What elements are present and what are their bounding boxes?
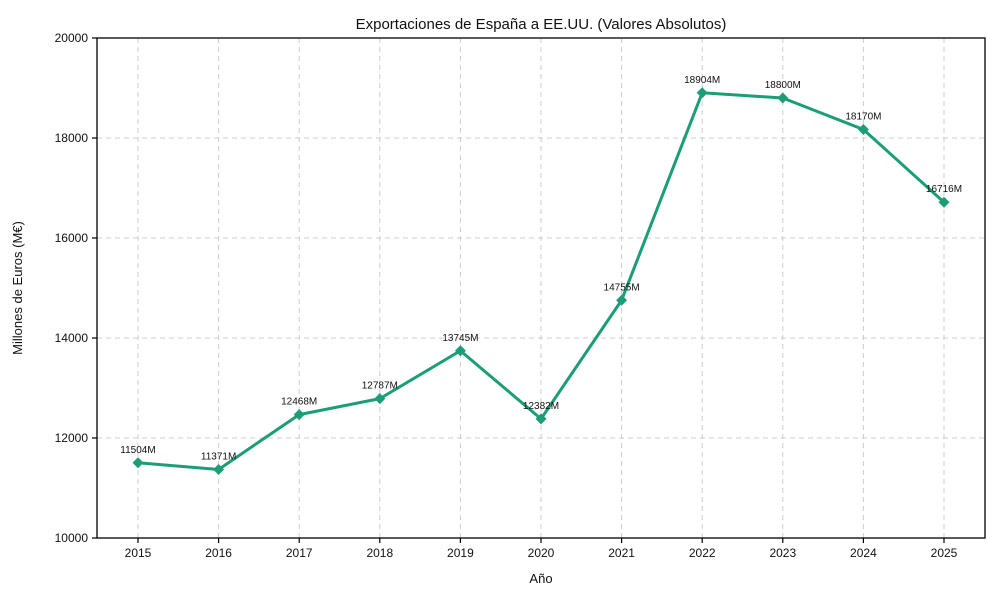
data-point-marker [857, 124, 869, 135]
data-point-marker [616, 294, 628, 306]
x-tick-label: 2023 [769, 546, 796, 560]
y-tick-label: 16000 [55, 231, 89, 245]
data-point-label: 14755M [604, 282, 640, 293]
data-point-label: 12382M [523, 401, 559, 412]
x-tick-label: 2017 [286, 546, 313, 560]
x-axis-label: Año [529, 571, 552, 586]
series-layer [132, 87, 950, 475]
data-point-marker [454, 345, 466, 357]
data-point-marker [293, 409, 305, 421]
data-point-marker [777, 92, 789, 104]
y-tick-label: 12000 [55, 431, 89, 445]
data-point-marker [132, 457, 144, 469]
x-tick-label: 2021 [608, 546, 635, 560]
y-tick-label: 10000 [55, 531, 89, 545]
data-point-marker [535, 413, 547, 425]
data-point-marker [696, 87, 708, 99]
data-point-label: 11371M [201, 451, 236, 462]
data-point-label: 16716M [926, 184, 962, 195]
point-labels-layer: 11504M 11371M 12468M 12787M 13745M 12382M 1475… [120, 75, 962, 463]
x-tick-label: 2022 [689, 546, 716, 560]
data-point-label: 11504M [120, 445, 155, 456]
x-tick-label: 2020 [528, 546, 555, 560]
y-tick-label: 14000 [55, 331, 89, 345]
data-point-marker [213, 463, 225, 475]
y-tick-label: 20000 [55, 31, 89, 45]
x-tick-label: 2018 [366, 546, 393, 560]
data-point-label: 18170M [845, 112, 881, 123]
data-point-marker [938, 196, 950, 208]
x-tick-label: 2019 [447, 546, 474, 560]
y-axis-label: Millones de Euros (M€) [10, 221, 25, 355]
data-point-label: 18800M [765, 80, 801, 91]
data-point-label: 18904M [684, 75, 720, 86]
y-tick-label: 18000 [55, 131, 89, 145]
x-tick-label: 2024 [850, 546, 877, 560]
data-point-label: 12468M [281, 397, 317, 408]
chart-title: Exportaciones de España a EE.UU. (Valore… [356, 16, 727, 33]
data-point-label: 13745M [442, 333, 478, 344]
grid-layer [97, 38, 985, 538]
data-point-marker [374, 393, 386, 405]
ticks-layer: 2015 2016 2017 2018 2019 2020 2021 2022 2023 2024… [55, 31, 958, 560]
x-tick-label: 2025 [931, 546, 958, 560]
x-tick-label: 2016 [205, 546, 232, 560]
x-tick-label: 2015 [125, 546, 152, 560]
data-point-label: 12787M [362, 381, 398, 392]
